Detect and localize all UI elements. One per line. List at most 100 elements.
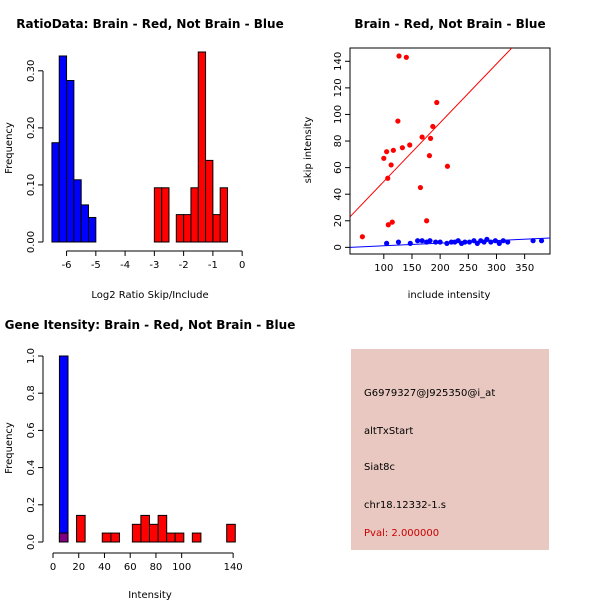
y-tick-label: 0.8 (26, 385, 37, 401)
y-tick-label: 140 (333, 52, 344, 71)
x-tick-label: -4 (120, 260, 130, 271)
not-brain-bar (88, 216, 97, 243)
brain-point (395, 118, 401, 124)
brain-bar (131, 523, 142, 543)
ratio-histogram-panel: RatioData: Brain - Red, Not Brain - Blue… (4, 17, 284, 301)
brain-point (388, 162, 394, 168)
brain-point (381, 155, 387, 161)
x-tick-label: -3 (149, 260, 159, 271)
x-tick-label: -2 (179, 260, 189, 271)
y-tick-label: 0.20 (26, 117, 37, 139)
not-brain-point (496, 240, 502, 246)
y-tick-label: 0.6 (26, 422, 37, 438)
brain-bar (166, 532, 176, 543)
y-tick-label: 40 (333, 188, 344, 201)
brain-point (359, 234, 365, 240)
pval-text: Pval: 2.000000 (364, 528, 439, 539)
not-brain-point (407, 240, 413, 246)
y-tick-label: 80 (333, 135, 344, 148)
brain-bar (140, 514, 150, 543)
intensity-histogram-title: Gene Itensity: Brain - Red, Not Brain - … (5, 318, 296, 332)
not-brain-point (500, 238, 506, 244)
brain-bar (219, 187, 229, 243)
y-tick-label: 0.30 (26, 60, 37, 82)
location-text: chr18.12332-1.s (364, 500, 446, 511)
brain-point (424, 218, 430, 224)
not-brain-point (384, 240, 390, 246)
not-brain-point (415, 238, 421, 244)
y-tick-label: 120 (333, 78, 344, 97)
brain-point (444, 163, 451, 169)
brain-point (399, 145, 405, 151)
red-fit-line (350, 48, 513, 218)
x-tick-label: -6 (62, 260, 72, 271)
not-brain-point (466, 239, 473, 245)
not-brain-point (505, 239, 511, 245)
y-tick-label: 0.4 (26, 460, 37, 476)
event-type-text: altTxStart (364, 426, 413, 437)
y-tick-label: 0.00 (26, 231, 37, 253)
brain-bar (149, 523, 159, 543)
y-tick-label: 0.0 (26, 534, 37, 550)
y-tick-label: 0 (333, 244, 344, 250)
ratio-histogram-title: RatioData: Brain - Red, Not Brain - Blue (16, 17, 283, 31)
brain-bar (174, 532, 185, 543)
gene-name-text: Siat8c (364, 462, 395, 473)
brain-bar (197, 51, 207, 243)
not-brain-bar (73, 179, 82, 243)
intensity-histogram-bars (58, 355, 236, 543)
info-panel-background (351, 349, 549, 550)
not-brain-point (444, 240, 450, 246)
brain-point (407, 142, 413, 148)
brain-bar (157, 514, 168, 543)
not-brain-point (437, 239, 443, 245)
y-tick-label: 100 (333, 105, 344, 124)
scatter-title: Brain - Red, Not Brain - Blue (354, 17, 545, 31)
brain-point (417, 184, 424, 191)
brain-bar (183, 214, 192, 243)
brain-bar (191, 532, 202, 543)
brain-bar (101, 532, 112, 543)
x-tick-label: 250 (459, 263, 478, 274)
not-brain-point (419, 238, 425, 244)
x-tick-label: 40 (98, 562, 111, 573)
intensity-histogram-xlabel: Intensity (128, 590, 172, 600)
intensity-histogram-panel: Gene Itensity: Brain - Red, Not Brain - … (4, 318, 295, 600)
not-brain-bar (66, 80, 75, 243)
brain-point (385, 175, 391, 181)
x-tick-label: 80 (150, 562, 163, 573)
scatter-panel: Brain - Red, Not Brain - Blue 100 150 200 2… (303, 17, 551, 301)
y-tick-label: 20 (333, 214, 344, 227)
x-tick-label: 300 (487, 263, 506, 274)
ratio-histogram-xlabel: Log2 Ratio Skip/Include (91, 290, 208, 301)
not-brain-bar (51, 142, 60, 243)
brain-point (384, 149, 390, 155)
ratio-histogram-ylabel: Frequency (4, 122, 15, 174)
not-brain-bar (58, 55, 68, 243)
x-tick-label: 150 (402, 263, 421, 274)
brain-bar (175, 214, 185, 243)
brain-bar (205, 159, 214, 243)
x-tick-label: 0 (239, 260, 245, 271)
x-tick-label: 100 (374, 263, 393, 274)
x-tick-label: -5 (91, 260, 101, 271)
scatter-ylabel: skip intensity (303, 117, 314, 184)
not-brain-bar (58, 355, 69, 543)
scatter-plot-box (349, 47, 551, 255)
brain-point (426, 153, 433, 159)
scatter-points (359, 53, 545, 246)
not-brain-point (488, 239, 494, 245)
brain-point (403, 54, 409, 60)
x-tick-label: 350 (515, 263, 534, 274)
brain-point (396, 53, 402, 59)
brain-point (434, 99, 440, 106)
ratio-histogram-axes: -6 -5 -4 -3 -2 -1 0 0.00 0.10 0.20 0.30 (26, 60, 245, 271)
x-tick-label: 60 (124, 562, 137, 573)
scatter-axes: 100 150 200 250 300 350 0 20 40 60 80 100 120 140 (333, 52, 534, 274)
scatter-xlabel: include intensity (408, 290, 491, 301)
brain-point (389, 219, 395, 225)
x-tick-label: 0 (50, 562, 56, 573)
brain-point (430, 123, 436, 130)
x-tick-label: 20 (72, 562, 85, 573)
